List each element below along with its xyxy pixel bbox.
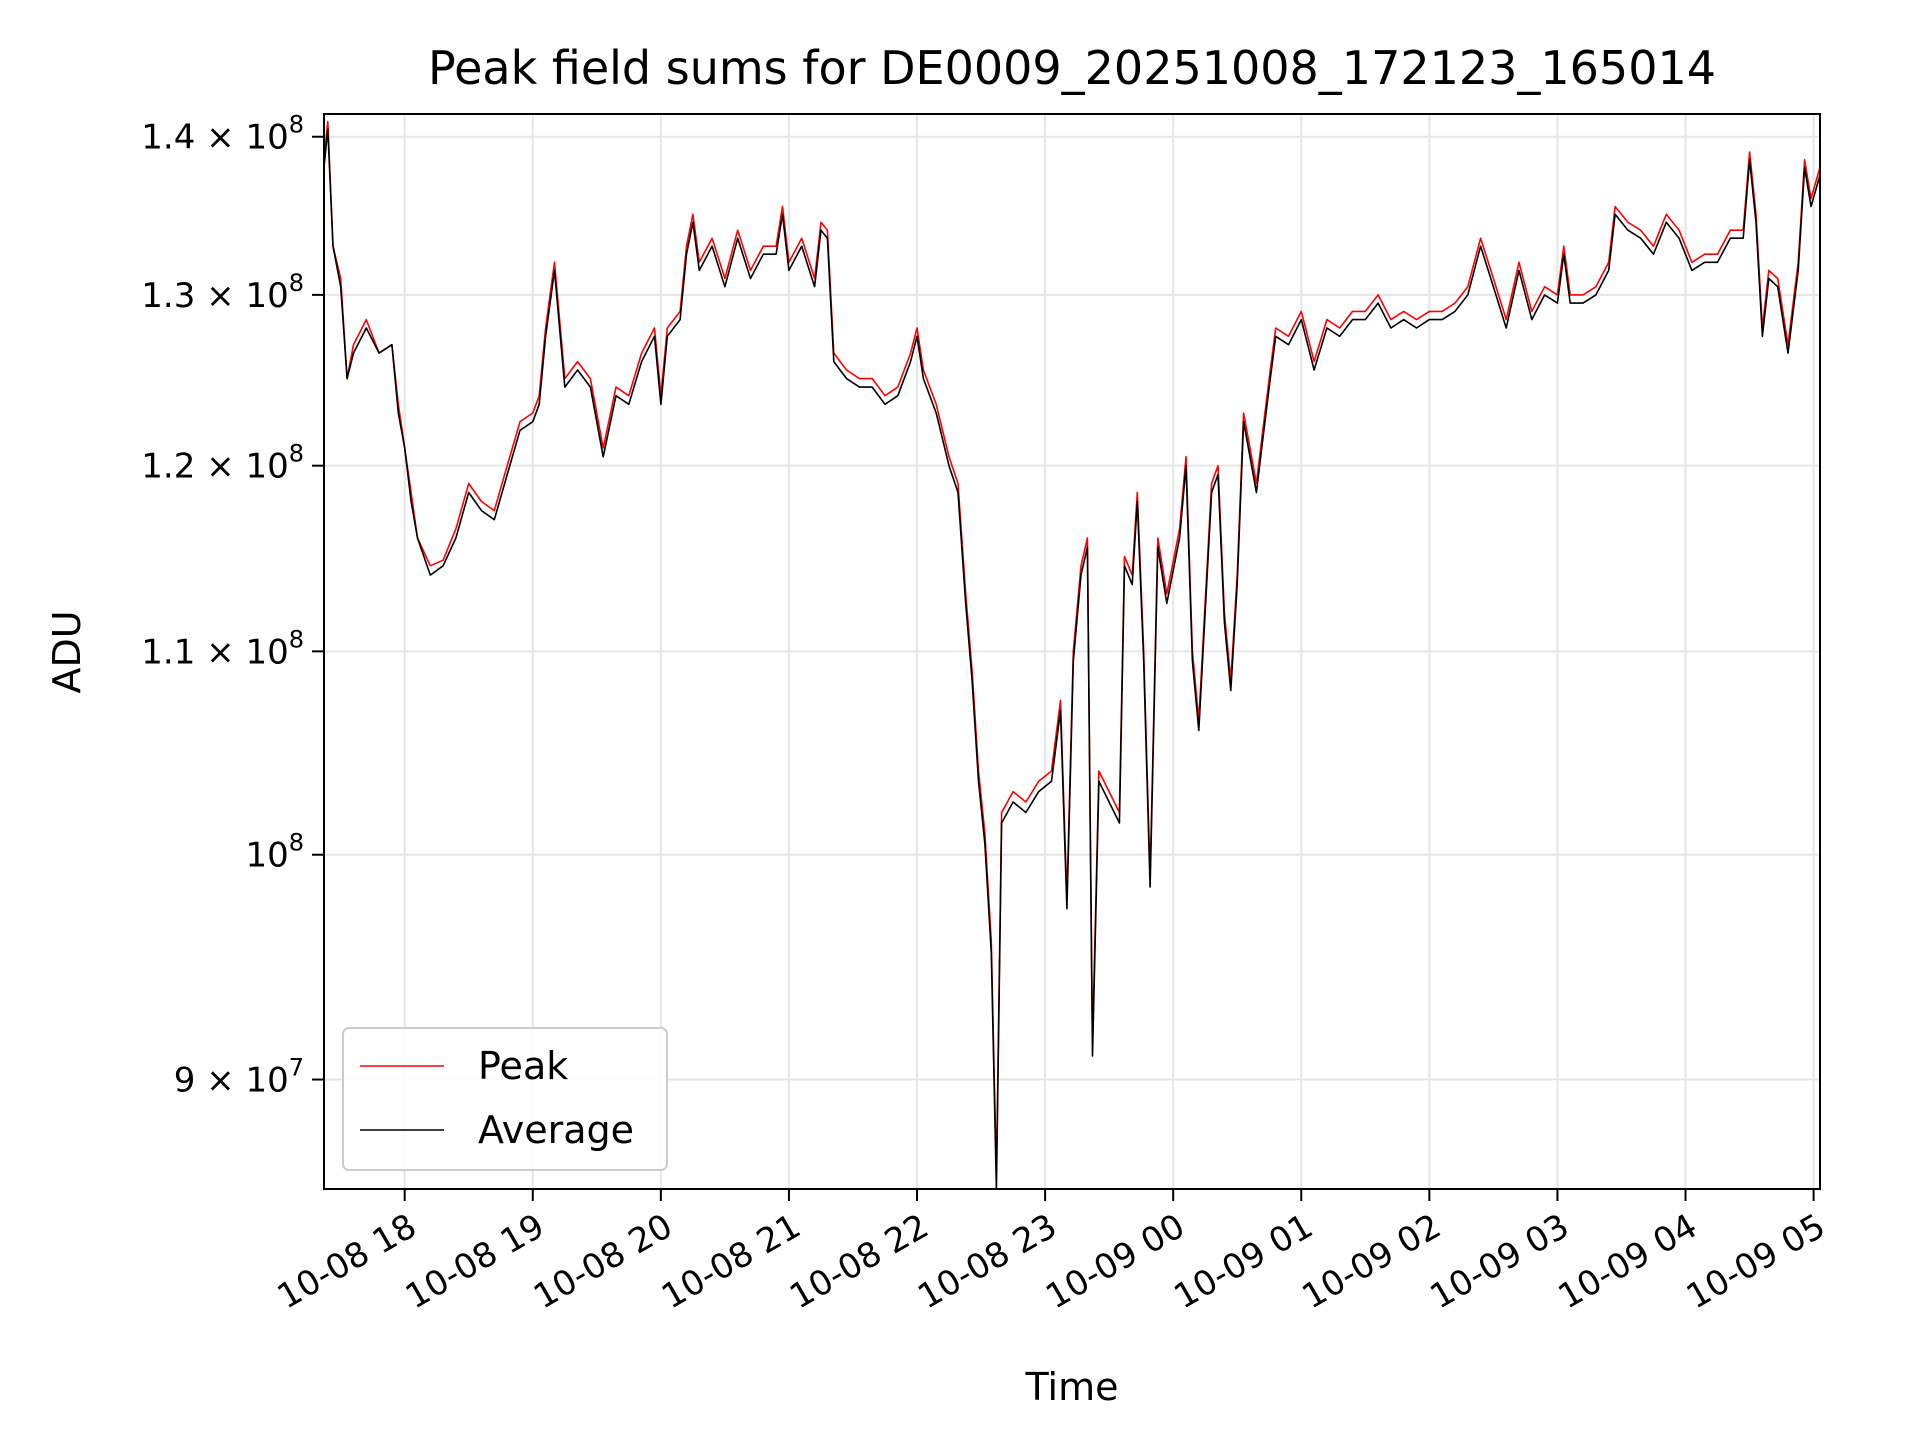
series-lines — [324, 120, 1820, 1189]
y-tick-label: 1.4 × 108 — [141, 111, 304, 158]
y-tick-label: 1.2 × 108 — [141, 440, 304, 487]
y-tick-label: 1.1 × 108 — [141, 625, 304, 672]
y-tick-label: 1.3 × 108 — [141, 269, 304, 316]
legend: Peak Average — [342, 1027, 668, 1171]
grid — [324, 114, 1820, 1189]
y-axis-label: ADU — [45, 610, 89, 693]
legend-average-label: Average — [478, 1108, 634, 1152]
y-axis: 9 × 107 108 1.1 × 108 1.2 × 108 1.3 × 108 1.4… — [141, 111, 324, 1101]
series-line-peak — [324, 120, 1820, 1178]
series-line-average — [324, 128, 1820, 1189]
x-axis-label: Time — [1025, 1365, 1119, 1409]
legend-box — [342, 1027, 668, 1171]
y-tick-label: 9 × 107 — [174, 1054, 304, 1101]
chart-title: Peak field sums for DE0009_20251008_1721… — [428, 41, 1716, 95]
y-tick-label: 108 — [245, 829, 304, 876]
legend-peak-label: Peak — [478, 1044, 568, 1088]
